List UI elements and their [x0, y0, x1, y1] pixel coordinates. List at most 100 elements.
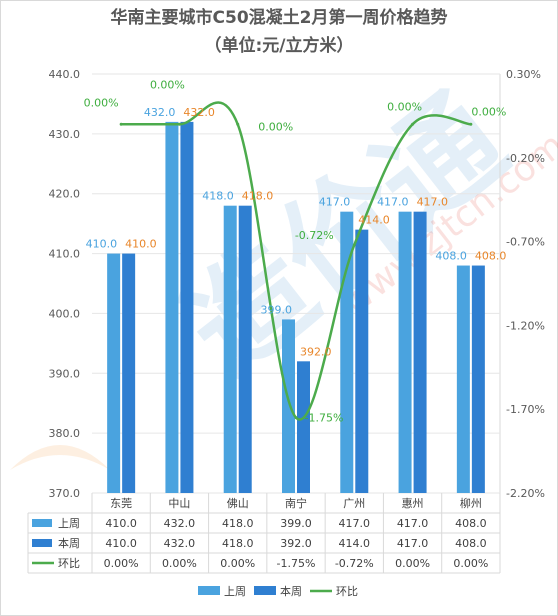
- data-label-环比: 0.00%: [258, 120, 293, 133]
- y-left-tick-label: 420.0: [49, 188, 81, 201]
- y-right-axis: 0.30% -0.20% -0.70% -1.20% -1.70% -2.20%: [506, 68, 545, 500]
- table-cell: 410.0: [105, 517, 137, 530]
- x-category-label: 佛山: [227, 497, 249, 510]
- bar-本周-广州: [355, 229, 369, 493]
- table-cell: 417.0: [397, 537, 429, 550]
- bar-上周-柳州: [456, 265, 470, 493]
- data-label-环比: 0.00%: [471, 105, 506, 118]
- bar-上周-中山: [165, 121, 179, 493]
- table-cell: -1.75%: [277, 557, 316, 570]
- data-label-上周: 418.0: [202, 190, 234, 203]
- y-right-tick-label: -1.70%: [506, 403, 545, 416]
- table-key-本周: [32, 539, 52, 547]
- y-left-tick-label: 370.0: [49, 487, 81, 500]
- data-label-环比: 0.00%: [84, 96, 119, 109]
- line-point-中山: [177, 122, 181, 126]
- x-category-label: 惠州: [402, 496, 424, 510]
- table-row-label: 本周: [58, 536, 80, 550]
- legend-key-上周: [198, 586, 220, 595]
- y-left-tick-label: 400.0: [49, 307, 81, 320]
- legend-label-上周: 上周: [224, 585, 246, 598]
- bar-本周-南宁: [297, 361, 310, 493]
- table-cell: 399.0: [280, 517, 312, 530]
- table-cell: 408.0: [455, 517, 487, 530]
- data-label-本周: 410.0: [125, 238, 156, 251]
- line-point-惠州: [411, 122, 415, 126]
- data-label-上周: 399.0: [261, 303, 293, 316]
- legend-label-本周: 本周: [280, 584, 302, 598]
- x-category-label: 柳州: [460, 496, 482, 510]
- table-cell: 0.00%: [220, 557, 255, 570]
- y-right-tick-label: -2.20%: [506, 487, 545, 500]
- bar-本周-柳州: [471, 265, 485, 493]
- x-category-label: 广州: [343, 497, 365, 510]
- y-right-tick-label: -0.20%: [506, 152, 545, 165]
- data-label-环比: 0.00%: [387, 100, 422, 113]
- data-label-本周: 432.0: [183, 106, 215, 119]
- data-label-本周: 414.0: [358, 214, 390, 227]
- data-label-环比: -0.72%: [295, 229, 334, 242]
- y-right-tick-label: -0.70%: [506, 236, 545, 249]
- bar-本周-佛山: [238, 205, 252, 493]
- y-left-axis: 370.0 380.0 390.0 400.0 410.0 420.0 430.0 440.0: [49, 68, 81, 500]
- data-label-上周: 417.0: [377, 196, 409, 209]
- y-left-tick-label: 440.0: [49, 68, 81, 81]
- table-cell: 417.0: [339, 517, 371, 530]
- x-category-label: 中山: [168, 497, 190, 510]
- gridlines: [92, 73, 500, 494]
- table-cell: 432.0: [164, 537, 196, 550]
- table-cell: 392.0: [280, 537, 312, 550]
- data-label-本周: 392.0: [300, 345, 332, 358]
- data-label-本周: 418.0: [242, 190, 274, 203]
- data-label-上周: 417.0: [319, 196, 351, 209]
- data-label-上周: 410.0: [86, 238, 118, 251]
- bar-上周-佛山: [223, 205, 237, 493]
- table-cell: 410.0: [105, 537, 137, 550]
- table-row-label: 上周: [58, 517, 80, 530]
- chart-title: 华南主要城市C50混凝土2月第一周价格趋势: [111, 7, 448, 28]
- table-cell: 0.00%: [162, 557, 197, 570]
- x-category-label: 东莞: [110, 497, 132, 510]
- data-label-上周: 408.0: [435, 250, 467, 263]
- table-cell: 414.0: [339, 537, 371, 550]
- table-cell: 408.0: [455, 537, 487, 550]
- table-cell: 0.00%: [453, 557, 488, 570]
- data-label-本周: 408.0: [475, 250, 507, 263]
- bar-上周-南宁: [282, 319, 295, 493]
- table-cell: 417.0: [397, 517, 429, 530]
- bar-本周-东莞: [122, 253, 136, 493]
- y-right-tick-label: -1.20%: [506, 319, 545, 332]
- table-cell: 0.00%: [104, 557, 139, 570]
- data-label-环比: 0.00%: [150, 78, 185, 91]
- chart-subtitle: （单位:元/立方米）: [204, 35, 353, 56]
- y-left-tick-label: 430.0: [49, 128, 81, 141]
- bar-本周-中山: [180, 121, 194, 493]
- data-label-本周: 417.0: [417, 196, 449, 209]
- data-labels: 410.0 432.0 418.0 399.0 417.0 417.0 408.0 410.0…: [84, 78, 507, 424]
- line-point-南宁: [294, 416, 298, 420]
- y-left-tick-label: 380.0: [49, 427, 81, 440]
- table-cell: 432.0: [164, 517, 196, 530]
- line-point-东莞: [119, 122, 123, 126]
- legend-label-环比: 环比: [336, 585, 358, 598]
- line-point-柳州: [469, 122, 473, 126]
- bar-上周-东莞: [107, 253, 121, 493]
- legend: 上周 本周 环比: [198, 584, 358, 598]
- line-series: [119, 101, 473, 421]
- table-cell: 0.00%: [395, 557, 430, 570]
- table-key-上周: [32, 519, 52, 527]
- table-cell: -0.72%: [335, 557, 374, 570]
- line-point-广州: [352, 243, 356, 247]
- x-category-label: 南宁: [285, 496, 307, 510]
- table-cell: 418.0: [222, 537, 254, 550]
- table-row-label: 环比: [58, 557, 80, 570]
- legend-key-本周: [254, 586, 276, 595]
- y-left-tick-label: 410.0: [49, 248, 81, 261]
- bar-本周-惠州: [413, 211, 427, 493]
- y-right-tick-label: 0.30%: [506, 68, 541, 81]
- table-cell: 418.0: [222, 517, 254, 530]
- bar-series: [107, 121, 485, 493]
- line-point-佛山: [236, 122, 240, 126]
